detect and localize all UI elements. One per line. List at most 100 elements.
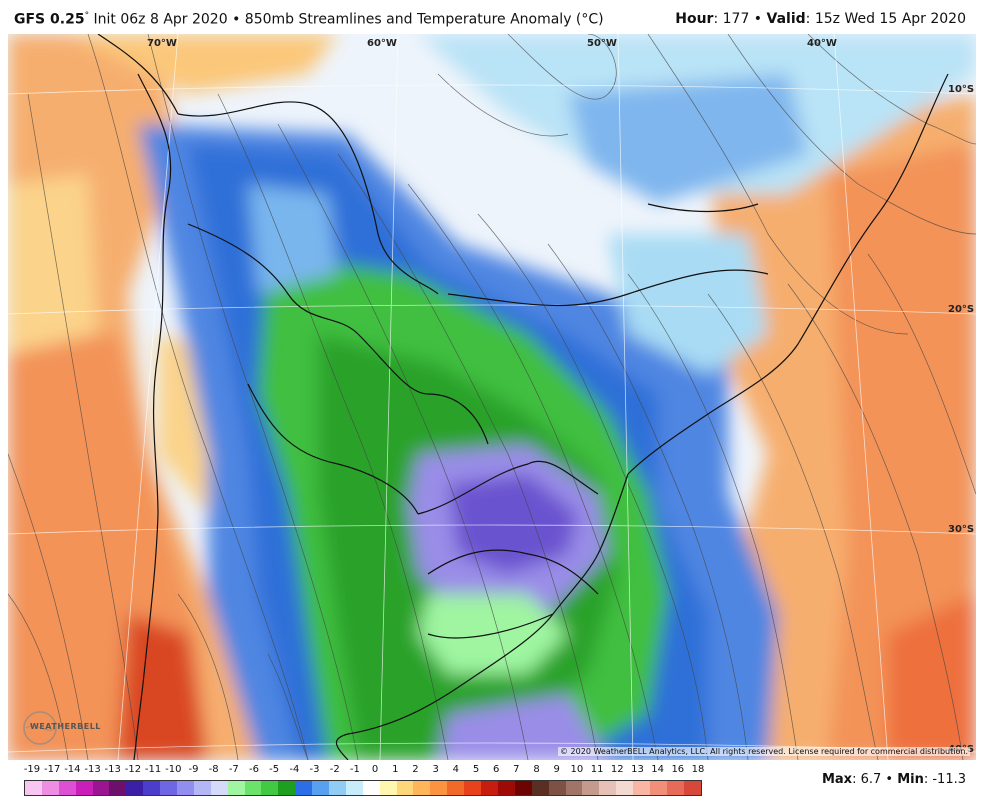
- legend-swatch: [126, 781, 144, 795]
- legend-swatch: [514, 781, 532, 795]
- legend-label: -19: [23, 764, 41, 775]
- legend-swatch: [41, 781, 59, 795]
- legend-label: -14: [64, 764, 81, 775]
- legend-swatch: [58, 781, 76, 795]
- legend-label: 18: [691, 764, 705, 775]
- init-time: Init 06z 8 Apr 2020: [89, 11, 228, 28]
- title-separator: •: [227, 11, 245, 28]
- legend-label: -12: [124, 764, 142, 775]
- legend-swatch: [160, 781, 178, 795]
- legend-label: 16: [671, 764, 685, 775]
- hour-label: Hour: [675, 11, 714, 27]
- legend-swatch: [666, 781, 684, 795]
- legend-label: -11: [144, 764, 162, 775]
- coastlines-and-borders: [97, 34, 949, 760]
- hour-value: : 177: [713, 11, 750, 27]
- legend-label: -7: [228, 764, 239, 775]
- logo-text: WEATHERBELL: [30, 722, 101, 731]
- min-value: : -11.3: [923, 772, 966, 787]
- legend-label: 5: [472, 764, 480, 775]
- logo-globe-icon: [23, 711, 57, 745]
- legend-swatch: [210, 781, 228, 795]
- legend-label: 6: [492, 764, 500, 775]
- product-name: 850mb Streamlines and Temperature Anomal…: [244, 11, 604, 28]
- legend-swatch: [464, 781, 482, 795]
- legend-swatch: [481, 781, 498, 795]
- model-degree: °: [84, 11, 90, 21]
- legend-label: 14: [651, 764, 664, 775]
- legend-swatch: [177, 781, 194, 795]
- legend-swatch: [599, 781, 617, 795]
- copyright-notice: © 2020 WeatherBELL Analytics, LLC. All r…: [558, 747, 970, 756]
- legend-swatch: [244, 781, 262, 795]
- legend-swatch: [295, 781, 313, 795]
- legend-swatch: [345, 781, 363, 795]
- legend-swatch: [649, 781, 667, 795]
- min-label: Min: [897, 772, 924, 787]
- lat-label-20s: 20°S: [948, 304, 975, 315]
- legend-label: -10: [165, 764, 182, 775]
- legend-swatch: [548, 781, 566, 795]
- legend-label: 9: [553, 764, 560, 775]
- legend-swatch: [25, 781, 42, 795]
- legend-label: 12: [610, 764, 624, 775]
- legend-swatch: [143, 781, 161, 795]
- legend-label: 11: [590, 764, 604, 775]
- legend-label: -13: [104, 764, 121, 775]
- legend-label: 2: [412, 764, 419, 775]
- legend-swatch: [633, 781, 650, 795]
- legend-swatch: [312, 781, 330, 795]
- lon-label-60w: 60°W: [367, 38, 397, 49]
- legend-swatch: [227, 781, 245, 795]
- legend-label: -9: [188, 764, 199, 775]
- valid-separator: •: [749, 11, 767, 27]
- color-legend: -19 -17 -14 -13 -13 -12 -11 -10 -9 -8 -7 -6 -5 -4 -3 -2…: [23, 764, 704, 798]
- legend-swatch: [92, 781, 110, 795]
- valid-value: : 15z Wed 15 Apr 2020: [805, 11, 966, 27]
- legend-swatch: [582, 781, 600, 795]
- legend-swatch: [75, 781, 93, 795]
- lat-label-10s: 10°S: [948, 84, 975, 95]
- legend-swatch: [565, 781, 583, 795]
- stats-separator: •: [881, 772, 898, 787]
- legend-label: -6: [249, 764, 259, 775]
- legend-label: -8: [208, 764, 219, 775]
- legend-label: 3: [432, 764, 439, 775]
- legend-swatch: [396, 781, 414, 795]
- legend-swatch: [430, 781, 448, 795]
- anomaly-field: [8, 34, 976, 760]
- legend-swatch: [109, 781, 127, 795]
- legend-label: -1: [349, 764, 360, 775]
- legend-swatch: [531, 781, 549, 795]
- map-header: GFS 0.25° Init 06z 8 Apr 2020 • 850mb St…: [0, 0, 984, 34]
- legend-label: 7: [513, 764, 520, 775]
- legend-swatch: [193, 781, 211, 795]
- valid-time-info: Hour: 177 • Valid: 15z Wed 15 Apr 2020: [675, 11, 966, 27]
- lat-label-30s: 30°S: [948, 524, 975, 535]
- legend-label: 1: [392, 764, 399, 775]
- anomaly-map: 70°W 60°W 50°W 40°W 10°S 20°S 30°S 40°S …: [8, 34, 976, 760]
- legend-swatch: [616, 781, 634, 795]
- streamlines: [8, 34, 976, 760]
- legend-label: -4: [289, 764, 300, 775]
- model-name: GFS 0.25: [14, 11, 85, 28]
- weatherbell-logo: WEATHERBELL: [22, 710, 100, 746]
- legend-swatch: [447, 781, 465, 795]
- max-label: Max: [821, 772, 853, 787]
- max-min-stats: Max: 6.7 • Min: -11.3: [822, 772, 966, 787]
- legend-swatch: [261, 781, 279, 795]
- valid-label: Valid: [766, 11, 806, 27]
- legend-label: 8: [533, 764, 540, 775]
- legend-label: -17: [44, 764, 61, 775]
- legend-label: -3: [309, 764, 320, 775]
- lon-label-70w: 70°W: [147, 38, 177, 49]
- legend-label: 0: [371, 764, 379, 775]
- legend-swatch: [413, 781, 431, 795]
- max-value: : 6.7: [852, 772, 882, 787]
- legend-label: -5: [269, 764, 280, 775]
- legend-swatch: [278, 781, 296, 795]
- lon-label-50w: 50°W: [587, 38, 617, 49]
- legend-swatch: [329, 781, 346, 795]
- legend-swatch: [362, 781, 380, 795]
- map-title: GFS 0.25° Init 06z 8 Apr 2020 • 850mb St…: [14, 11, 604, 28]
